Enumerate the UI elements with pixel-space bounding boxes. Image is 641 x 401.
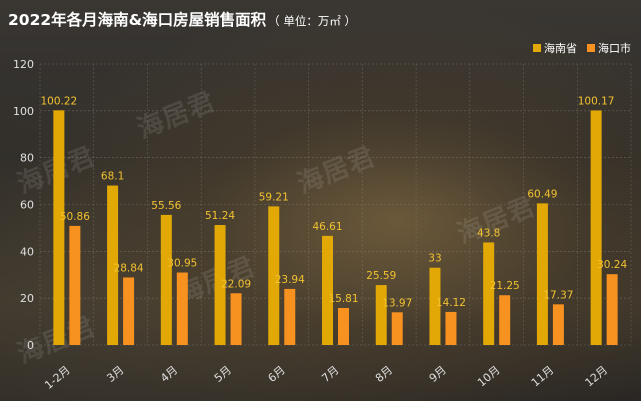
y-tick-label: 0 — [27, 339, 34, 352]
bar-province — [53, 110, 65, 345]
y-tick-label: 40 — [20, 245, 34, 258]
bar-city — [445, 311, 457, 345]
bar-city — [284, 288, 296, 345]
legend-item-province[interactable]: 海南省 — [533, 40, 577, 56]
data-label-province: 59.21 — [259, 191, 289, 203]
chart-unit: （ 单位：万㎡ ） — [268, 14, 356, 28]
bar-province — [322, 235, 333, 345]
data-label-city: 23.94 — [275, 274, 305, 286]
legend-label-province: 海南省 — [544, 42, 577, 55]
x-tick-label: 4月 — [158, 363, 180, 385]
x-tick-label: 1-2月 — [42, 363, 73, 392]
legend: 海南省 海口市 — [533, 40, 631, 56]
bar-province — [536, 203, 548, 345]
data-label-province: 25.59 — [366, 270, 396, 282]
legend-label-city: 海口市 — [598, 42, 631, 55]
y-tick-label: 80 — [20, 152, 34, 165]
data-label-city: 21.25 — [490, 280, 520, 292]
bar-city — [176, 272, 188, 345]
bar-province — [107, 185, 119, 345]
x-tick-label: 10月 — [475, 363, 503, 389]
x-tick-label: 12月 — [583, 363, 611, 389]
bar-province — [429, 267, 441, 345]
bar-province — [160, 214, 172, 345]
bar-city — [123, 277, 135, 345]
data-label-city: 50.86 — [60, 211, 90, 223]
data-label-province: 68.1 — [101, 171, 124, 183]
y-tick-label: 100 — [13, 105, 34, 118]
data-label-province: 46.61 — [312, 221, 342, 233]
data-label-province: 43.8 — [477, 227, 500, 239]
data-label-city: 13.97 — [382, 297, 412, 309]
data-label-city: 15.81 — [328, 293, 358, 305]
bar-city — [391, 312, 403, 345]
x-tick-label: 3月 — [104, 363, 126, 385]
data-label-city: 17.37 — [543, 289, 573, 301]
bar-city — [552, 304, 564, 345]
bar-city — [338, 307, 349, 345]
data-label-province: 100.17 — [578, 95, 615, 107]
data-label-province: 100.22 — [40, 95, 77, 107]
chart-title-text: 2022年各月海南&海口房屋销售面积 — [8, 11, 267, 29]
x-tick-label: 9月 — [427, 363, 449, 385]
legend-swatch-province — [533, 44, 541, 52]
bar-city — [69, 225, 81, 345]
x-tick-label: 5月 — [212, 363, 234, 385]
chart-title: 2022年各月海南&海口房屋销售面积（ 单位：万㎡ ） — [8, 8, 356, 30]
x-tick-label: 6月 — [266, 363, 288, 385]
data-label-city: 30.24 — [597, 259, 627, 271]
data-label-province: 60.49 — [527, 188, 557, 200]
data-label-province: 33 — [428, 253, 441, 265]
legend-swatch-city — [587, 44, 595, 52]
y-tick-label: 120 — [13, 58, 34, 71]
y-tick-label: 60 — [20, 199, 34, 212]
data-label-city: 28.84 — [114, 262, 144, 274]
bar-city — [606, 274, 618, 345]
x-tick-label: 11月 — [529, 363, 557, 389]
data-label-province: 51.24 — [205, 210, 235, 222]
bar-province — [268, 206, 280, 345]
bar-province — [483, 242, 495, 345]
data-label-city: 30.95 — [167, 258, 197, 270]
x-tick-label: 8月 — [373, 363, 395, 385]
bar-city — [499, 295, 511, 345]
bar-province — [214, 225, 226, 345]
x-tick-label: 7月 — [319, 363, 341, 385]
y-tick-label: 20 — [20, 292, 34, 305]
bar-city — [230, 293, 242, 345]
legend-item-city[interactable]: 海口市 — [587, 40, 631, 56]
data-label-city: 14.12 — [436, 297, 466, 309]
bar-province — [590, 110, 602, 346]
bar-province — [375, 285, 387, 345]
data-label-city: 22.09 — [221, 278, 251, 290]
data-label-province: 55.56 — [151, 200, 181, 212]
